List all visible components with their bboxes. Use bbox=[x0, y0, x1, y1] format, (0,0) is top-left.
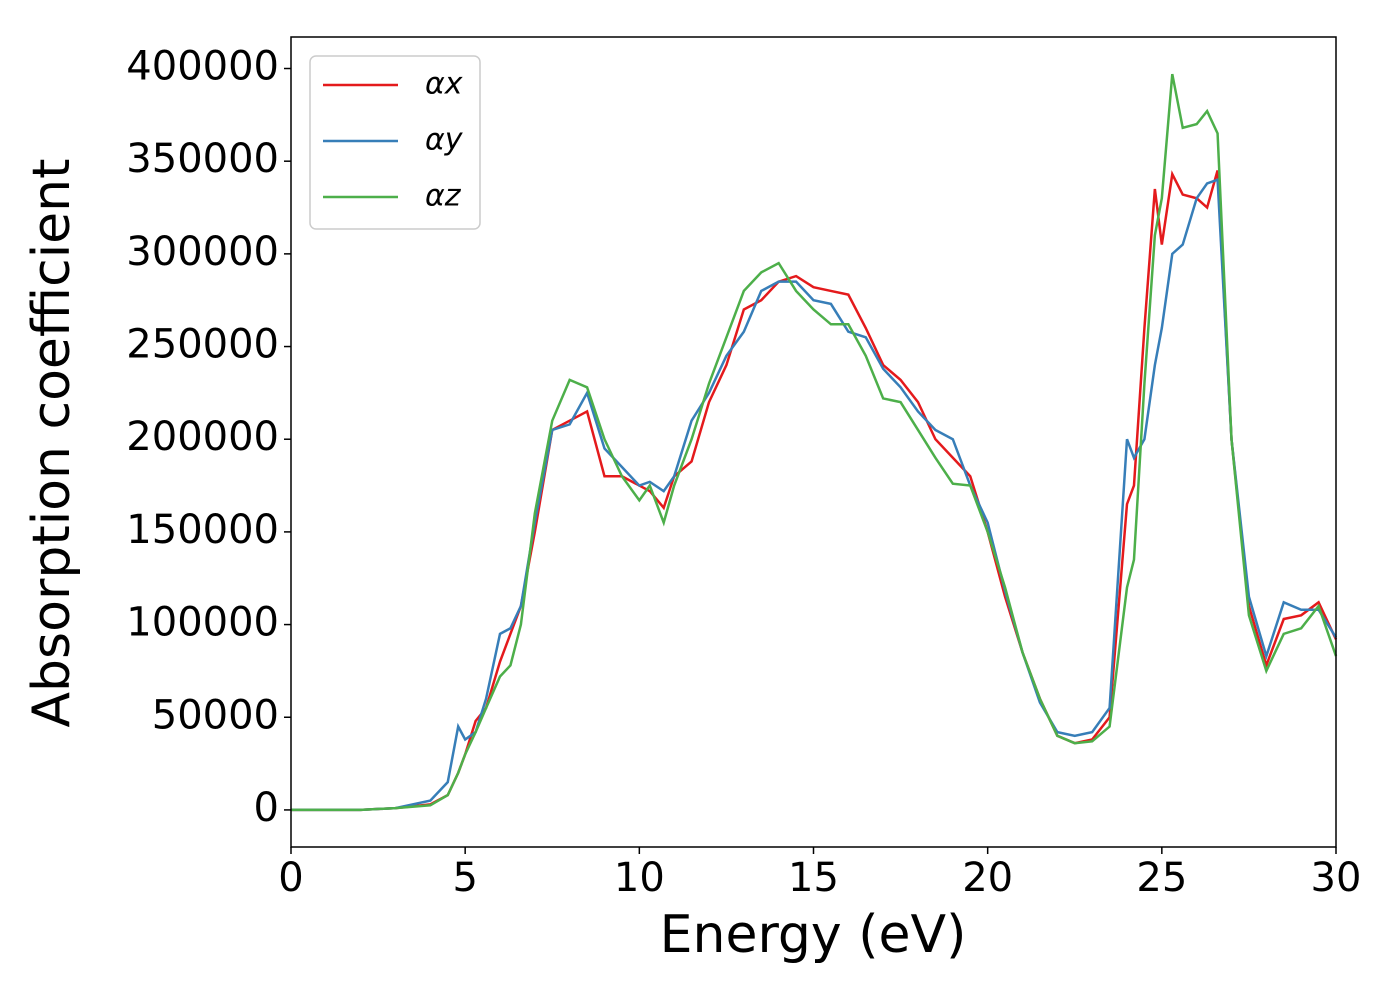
line-series bbox=[291, 73, 1338, 812]
x-tick-label: 30 bbox=[1311, 855, 1362, 901]
x-tick-label: 15 bbox=[788, 855, 839, 901]
x-tick-label: 0 bbox=[278, 855, 303, 901]
y-tick-label: 50000 bbox=[152, 692, 279, 738]
legend-label: αy bbox=[425, 123, 464, 158]
y-tick-label: 200000 bbox=[126, 414, 279, 460]
legend-box bbox=[309, 55, 481, 230]
legend-label: αz bbox=[425, 179, 462, 214]
line-series bbox=[291, 170, 1338, 812]
y-tick-label: 300000 bbox=[126, 229, 279, 275]
x-axis-label: Energy (eV) bbox=[660, 905, 967, 965]
y-tick-label: 350000 bbox=[126, 136, 279, 182]
y-tick-label: 0 bbox=[254, 785, 279, 831]
y-tick-label: 250000 bbox=[126, 322, 279, 368]
x-tick-label: 10 bbox=[614, 855, 665, 901]
x-tick-label: 25 bbox=[1136, 855, 1187, 901]
y-tick-label: 150000 bbox=[126, 507, 279, 553]
legend-label: αx bbox=[425, 67, 463, 102]
x-tick-label: 5 bbox=[452, 855, 477, 901]
plot-frame bbox=[290, 36, 1337, 848]
x-tick-label: 20 bbox=[962, 855, 1013, 901]
y-tick-label: 100000 bbox=[126, 600, 279, 646]
y-axis-label: Absorption coefficient bbox=[22, 158, 82, 727]
line-series bbox=[291, 177, 1338, 812]
y-tick-label: 400000 bbox=[126, 44, 279, 90]
